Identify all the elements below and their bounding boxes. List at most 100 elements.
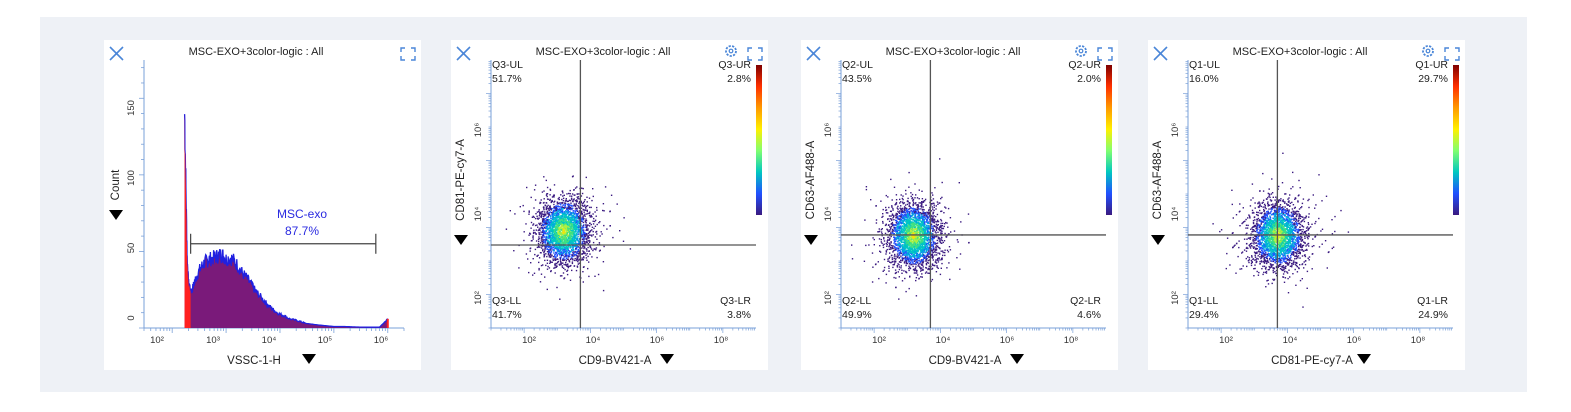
y-axis-dropdown-icon[interactable] xyxy=(1151,235,1165,245)
x-axis-dropdown-icon[interactable] xyxy=(1010,354,1024,364)
quadrant-ul-name: Q1-UL xyxy=(1189,59,1220,71)
x-tick-label: 10⁴ xyxy=(586,335,601,346)
y-tick-label: 10⁴ xyxy=(823,207,834,222)
panel-title: MSC-EXO+3color-logic : All xyxy=(1233,46,1368,58)
x-axis-label: CD9-BV421-A xyxy=(929,355,1002,367)
x-tick-label: 10⁸ xyxy=(714,335,729,346)
quadrant-ur-name: Q2-UR xyxy=(1068,59,1101,71)
y-tick-label: 10² xyxy=(1170,291,1181,305)
scatter-events xyxy=(505,175,632,300)
gear-icon[interactable] xyxy=(725,45,737,57)
histogram-panel: MSC-EXO+3color-logic : All MSC-exo 87.7%… xyxy=(104,40,421,370)
y-axis-dropdown-icon[interactable] xyxy=(454,235,468,245)
y-tick-label: 100 xyxy=(126,170,137,186)
fullscreen-icon[interactable] xyxy=(747,47,763,61)
y-tick-label: 10² xyxy=(473,291,484,305)
quadrant-lr-name: Q3-LR xyxy=(720,295,751,307)
quadrant-lr-value: 3.8% xyxy=(727,309,751,321)
density-colorbar xyxy=(1453,65,1459,215)
histogram-bars xyxy=(183,114,389,328)
histogram-fill xyxy=(184,114,388,328)
x-axis-label: VSSC-1-H xyxy=(227,355,281,367)
y-axis-label: CD63-AF488-A xyxy=(1152,140,1164,219)
panel-title: MSC-EXO+3color-logic : All xyxy=(536,46,671,58)
close-icon[interactable] xyxy=(109,46,124,61)
x-tick-label: 10⁶ xyxy=(650,335,665,346)
y-tick-label: 10⁶ xyxy=(473,123,484,138)
y-tick-label: 0 xyxy=(126,315,137,320)
quadrant-ul-value: 43.5% xyxy=(842,73,872,85)
gate-name: MSC-exo xyxy=(277,207,327,221)
panel-title: MSC-EXO+3color-logic : All xyxy=(189,46,324,58)
quadrant-ll-value: 29.4% xyxy=(1189,309,1219,321)
x-tick-label: 10² xyxy=(522,335,536,346)
quadrant-ul-name: Q2-UL xyxy=(842,59,873,71)
x-tick-label: 10⁵ xyxy=(318,335,333,346)
quadrant-ur-value: 29.7% xyxy=(1418,73,1448,85)
quadrant-lr-name: Q1-LR xyxy=(1417,295,1448,307)
quadrant-ur-value: 2.8% xyxy=(727,73,751,85)
x-axis-label: CD9-BV421-A xyxy=(579,355,652,367)
x-tick-label: 10² xyxy=(150,335,164,346)
x-tick-label: 10⁶ xyxy=(374,335,389,346)
y-axis-dropdown-icon[interactable] xyxy=(804,235,818,245)
scatter-panel: MSC-EXO+3color-logic : All Q1-UL 16.0% Q1-U… xyxy=(1148,40,1465,370)
x-tick-label: 10⁸ xyxy=(1411,335,1426,346)
scatter-events xyxy=(851,158,970,300)
x-axis-dropdown-icon[interactable] xyxy=(660,354,674,364)
density-colorbar xyxy=(756,65,762,215)
quadrant-ll-value: 49.9% xyxy=(842,309,872,321)
close-icon[interactable] xyxy=(806,46,821,61)
y-axis-label: CD81-PE-cy7-A xyxy=(455,139,467,221)
y-tick-label: 10⁴ xyxy=(473,207,484,222)
quadrant-ll-value: 41.7% xyxy=(492,309,522,321)
y-axis-label: CD63-AF488-A xyxy=(805,140,817,219)
x-tick-label: 10⁴ xyxy=(262,335,277,346)
x-tick-label: 10³ xyxy=(206,335,220,346)
close-icon[interactable] xyxy=(1153,46,1168,61)
fullscreen-icon[interactable] xyxy=(1097,47,1113,61)
y-tick-label: 10² xyxy=(823,291,834,305)
x-tick-label: 10⁴ xyxy=(936,335,951,346)
y-axis-dropdown-icon[interactable] xyxy=(109,210,123,220)
x-tick-label: 10⁸ xyxy=(1064,335,1079,346)
y-tick-label: 50 xyxy=(126,243,137,254)
quadrant-ul-value: 16.0% xyxy=(1189,73,1219,85)
fullscreen-icon[interactable] xyxy=(400,47,416,61)
quadrant-ur-name: Q3-UR xyxy=(718,59,751,71)
scatter-events xyxy=(1212,152,1350,308)
quadrant-ll-name: Q1-LL xyxy=(1189,295,1218,307)
ungated-events-spike xyxy=(184,114,191,328)
quadrant-lr-value: 24.9% xyxy=(1418,309,1448,321)
scatter-panel: MSC-EXO+3color-logic : All Q3-UL 51.7% Q3-U… xyxy=(451,40,768,370)
fullscreen-icon[interactable] xyxy=(1444,47,1460,61)
gear-icon[interactable] xyxy=(1075,45,1087,57)
quadrant-ll-name: Q3-LL xyxy=(492,295,521,307)
x-tick-label: 10⁶ xyxy=(1000,335,1015,346)
x-tick-label: 10² xyxy=(872,335,886,346)
close-icon[interactable] xyxy=(456,46,471,61)
gate-percent: 87.7% xyxy=(285,224,319,238)
quadrant-ul-name: Q3-UL xyxy=(492,59,523,71)
y-tick-label: 150 xyxy=(126,100,137,116)
quadrant-ul-value: 51.7% xyxy=(492,73,522,85)
x-tick-label: 10⁴ xyxy=(1283,335,1298,346)
x-axis-dropdown-icon[interactable] xyxy=(1357,354,1371,364)
quadrant-lr-value: 4.6% xyxy=(1077,309,1101,321)
quadrant-ll-name: Q2-LL xyxy=(842,295,871,307)
x-axis-label: CD81-PE-cy7-A xyxy=(1271,355,1353,367)
panel-title: MSC-EXO+3color-logic : All xyxy=(886,46,1021,58)
y-axis-label: Count xyxy=(110,169,122,200)
quadrant-lr-name: Q2-LR xyxy=(1070,295,1101,307)
x-axis-dropdown-icon[interactable] xyxy=(302,354,316,364)
y-tick-label: 10⁴ xyxy=(1170,207,1181,222)
scatter-panel: MSC-EXO+3color-logic : All Q2-UL 43.5% Q2-U… xyxy=(801,40,1118,370)
y-tick-label: 10⁶ xyxy=(823,123,834,138)
quadrant-ur-value: 2.0% xyxy=(1077,73,1101,85)
histogram-edge xyxy=(183,114,389,328)
gear-icon[interactable] xyxy=(1422,45,1434,57)
x-tick-label: 10² xyxy=(1219,335,1233,346)
quadrant-ur-name: Q1-UR xyxy=(1415,59,1448,71)
x-tick-label: 10⁶ xyxy=(1347,335,1362,346)
y-tick-label: 10⁶ xyxy=(1170,123,1181,138)
